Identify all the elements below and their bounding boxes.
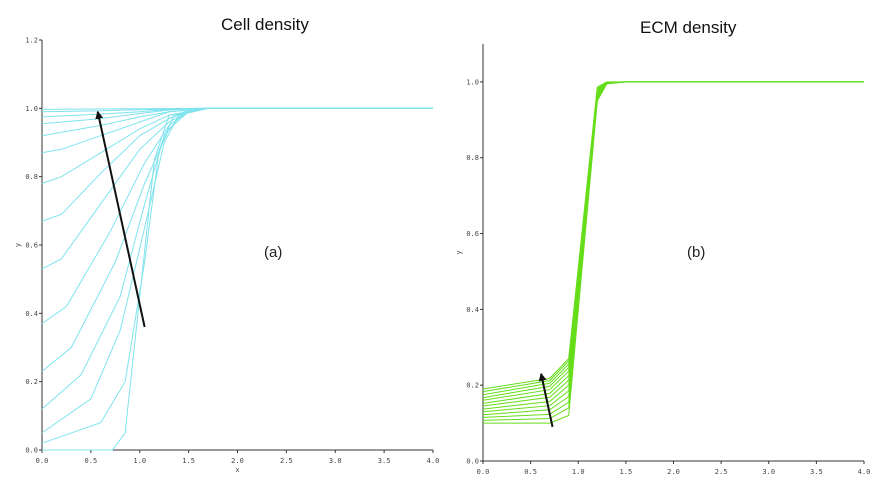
x-tick-label: 4.0 <box>858 468 871 476</box>
y-tick-label: 0.2 <box>25 378 38 386</box>
series-line <box>482 81 864 390</box>
y-tick-label: 0.0 <box>466 458 479 466</box>
series-line <box>482 81 864 396</box>
y-tick-label: 0.0 <box>25 447 38 455</box>
series-line <box>482 81 864 421</box>
x-tick-label: 3.0 <box>329 457 342 465</box>
series-line <box>482 81 864 399</box>
series-line <box>482 81 864 401</box>
series-line <box>41 107 433 444</box>
x-tick-label: 0.0 <box>36 457 49 465</box>
y-tick-label: 0.2 <box>466 382 479 390</box>
trend-arrow <box>95 110 146 328</box>
trend-arrow <box>538 372 554 428</box>
x-tick-label: 2.5 <box>280 457 293 465</box>
series-line <box>41 107 433 154</box>
x-tick-label: 4.0 <box>427 457 440 465</box>
x-tick-label: 0.5 <box>524 468 537 476</box>
x-tick-label: 3.5 <box>378 457 391 465</box>
x-tick-label: 1.5 <box>620 468 633 476</box>
series-line <box>482 81 864 393</box>
series-line <box>483 81 864 424</box>
series-line <box>41 107 433 184</box>
series-line <box>41 107 433 110</box>
panel-label: (b) <box>687 244 706 261</box>
y-tick-label: 0.6 <box>25 242 38 250</box>
x-tick-label: 1.0 <box>133 457 146 465</box>
x-tick-label: 3.0 <box>762 468 775 476</box>
y-tick-label: 0.6 <box>466 230 479 238</box>
x-tick-label: 2.5 <box>715 468 728 476</box>
x-tick-label: 1.5 <box>182 457 195 465</box>
chart-title: Cell density <box>221 15 309 34</box>
series-line <box>482 81 864 413</box>
y-tick-label: 0.8 <box>466 154 479 162</box>
y-tick-label: 0.4 <box>466 306 479 314</box>
ecm-density-panel: ECM density 0.0 0.5 1.0 1.5 2.0 2.5 3.0 3.5 4.0 0… <box>440 0 876 481</box>
x-tick-label: 0.5 <box>85 457 98 465</box>
x-tick-label: 1.0 <box>572 468 585 476</box>
series-line <box>482 81 864 404</box>
series-line <box>482 81 864 410</box>
x-tick-label: 2.0 <box>231 457 244 465</box>
series-line <box>482 81 864 418</box>
series-line <box>482 81 864 416</box>
y-tick-label: 1.0 <box>25 105 38 113</box>
x-tick-label: 2.0 <box>667 468 680 476</box>
y-tick-label: 1.0 <box>466 78 479 86</box>
cell-density-panel: Cell density 0.0 0.5 1.0 1.5 2.0 2.5 3.0 3.5 4.0… <box>14 15 440 475</box>
ecm-density-plot: 0.0 0.5 1.0 1.5 2.0 2.5 3.0 3.5 4.0 0.0 0.2 0.4 0.6 0… <box>455 44 871 476</box>
series-line <box>41 107 433 118</box>
y-tick-label: 0.4 <box>25 310 38 318</box>
x-tick-label: 3.5 <box>810 468 823 476</box>
series-line <box>41 107 433 434</box>
x-axis-label: x <box>235 466 239 474</box>
y-tick-label: 1.2 <box>25 37 38 45</box>
y-axis-label: y <box>14 243 22 247</box>
series-line <box>41 107 433 372</box>
series-line <box>482 81 864 407</box>
series-line <box>42 107 433 451</box>
panel-label: (a) <box>264 244 283 261</box>
x-tick-label: 0.0 <box>477 468 490 476</box>
cell-density-plot: 0.0 0.5 1.0 1.5 2.0 2.5 3.0 3.5 4.0 0.0 0.2 0.4 0.6 0… <box>14 37 440 475</box>
series-line <box>41 107 433 270</box>
y-tick-label: 0.8 <box>25 173 38 181</box>
y-axis-label: y <box>455 250 463 254</box>
chart-title: ECM density <box>640 18 737 37</box>
